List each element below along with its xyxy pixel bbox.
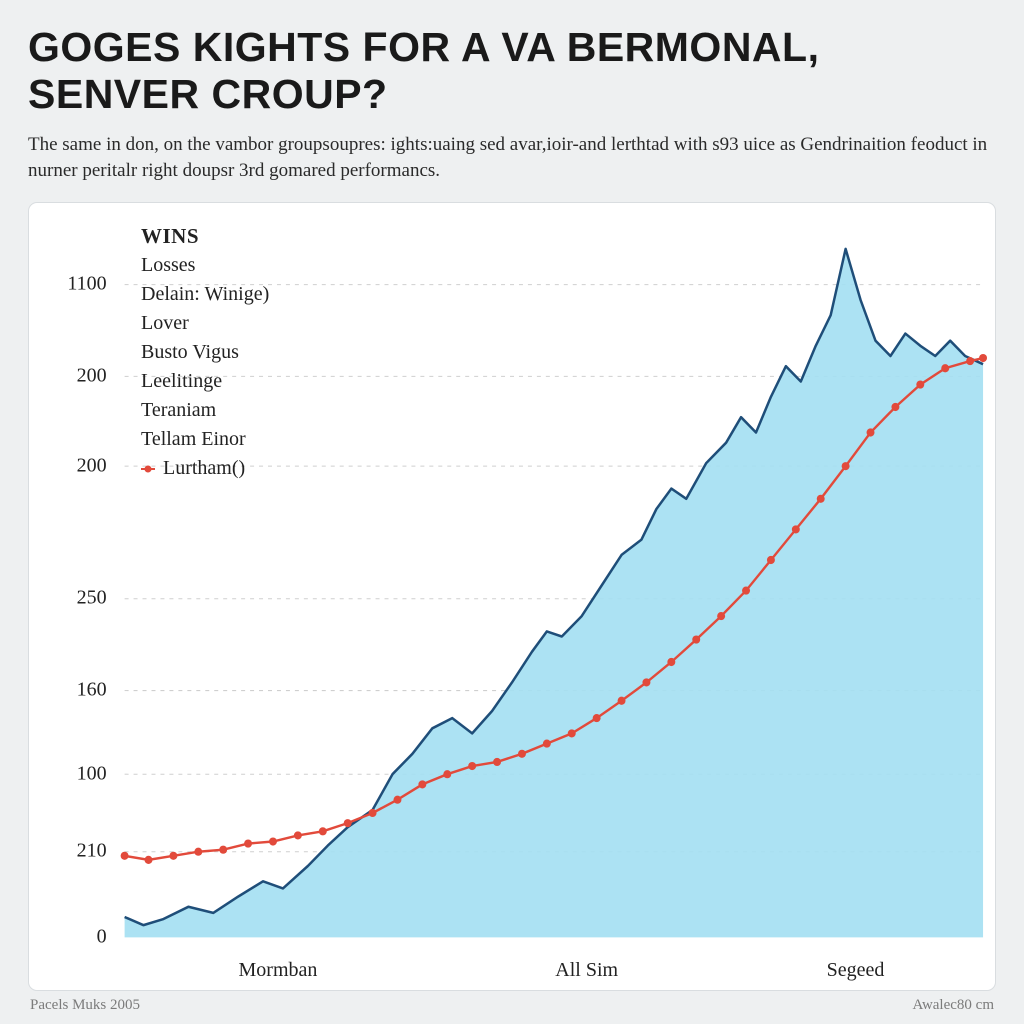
legend-item-marker: Lurtham() [141, 454, 269, 483]
legend-marker-icon [141, 468, 155, 470]
legend-header: WINS [141, 221, 269, 251]
title-line1: Goges Kights for A VA Bermonal, [28, 24, 819, 70]
footer: Pacels Muks 2005 Awalec80 cm [28, 991, 996, 1014]
x-axis-label: All Sim [555, 959, 618, 982]
legend-item: Losses [141, 251, 269, 280]
legend-item: Delain: Winige) [141, 280, 269, 309]
legend-item: Tellam Einor [141, 425, 269, 454]
legend-item: Lover [141, 309, 269, 338]
chart-panel: WINS Losses Delain: Winige) Lover Busto … [28, 202, 996, 991]
legend-item: Busto Vigus [141, 338, 269, 367]
footer-left: Pacels Muks 2005 [30, 997, 140, 1014]
legend: WINS Losses Delain: Winige) Lover Busto … [141, 221, 269, 483]
footer-right: Awalec80 cm [912, 997, 994, 1014]
legend-item: Teraniam [141, 396, 269, 425]
legend-item: Leelitinge [141, 367, 269, 396]
chart-title: Goges Kights for A VA Bermonal, Senver C… [28, 24, 996, 118]
chart-subtitle: The same in don, on the vambor groupsoup… [28, 132, 988, 183]
title-line2: Senver Croup? [28, 71, 996, 118]
x-axis-label: Segeed [827, 959, 885, 982]
x-axis-label: Mormban [239, 959, 318, 982]
